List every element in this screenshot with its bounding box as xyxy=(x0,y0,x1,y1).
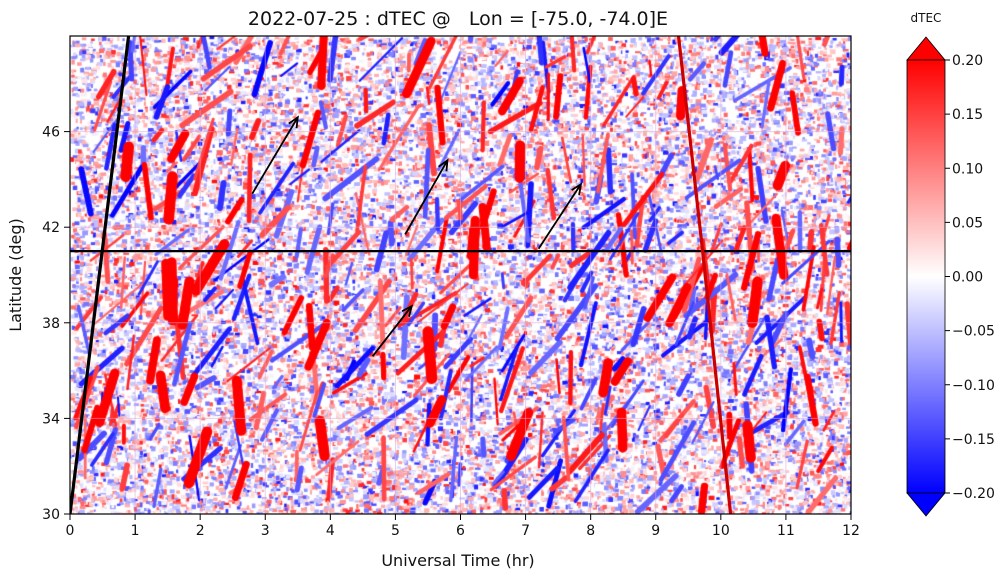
colorbar-label: dTEC xyxy=(911,11,942,25)
colorbar-ticks: −0.20 −0.15 −0.10 −0.05 0.00 0.05 0.10 0.15 0.20 xyxy=(945,53,995,502)
terminator-line-1 xyxy=(70,36,131,514)
y-tick-label: 30 xyxy=(42,507,60,523)
colorbar-tick-label: 0.10 xyxy=(952,161,983,177)
x-tick-label: 3 xyxy=(261,523,270,539)
terminator-line-2 xyxy=(676,36,733,514)
colorbar-extend-low xyxy=(906,492,946,517)
y-axis-label: Latitude (deg) xyxy=(6,218,25,332)
annotation-arrow-4 xyxy=(371,304,414,357)
x-tick-label: 11 xyxy=(777,523,795,539)
x-tick-label: 1 xyxy=(131,523,140,539)
colorbar-tick-label: 0.20 xyxy=(952,53,983,69)
colorbar: dTEC −0.20 −0.15 −0.10 −0.05 0.00 0.05 0.10 0.1… xyxy=(906,11,995,517)
colorbar-tick-label: 0.00 xyxy=(952,270,983,286)
annotation-arrow-3 xyxy=(537,182,583,250)
arrow-shaft xyxy=(537,183,582,250)
annotation-arrow-2 xyxy=(404,158,449,235)
x-tick-label: 5 xyxy=(391,523,400,539)
annotation-arrow-1 xyxy=(251,115,299,195)
y-tick-label: 38 xyxy=(42,316,60,332)
colorbar-tick-label: −0.15 xyxy=(952,432,995,448)
colorbar-tick-label: 0.05 xyxy=(952,215,983,231)
x-tick-label: 0 xyxy=(66,523,75,539)
arrow-head xyxy=(571,182,583,196)
arrow-head xyxy=(288,115,299,129)
x-axis: 0 1 2 3 4 5 6 7 8 9 10 11 12 xyxy=(66,514,860,539)
x-tick-label: 8 xyxy=(586,523,595,539)
colorbar-tick-label: 0.15 xyxy=(952,107,983,123)
colorbar-tick-label: −0.10 xyxy=(952,378,995,394)
arrow-head xyxy=(438,158,449,172)
x-tick-label: 4 xyxy=(326,523,335,539)
x-tick-label: 12 xyxy=(842,523,860,539)
x-axis-label: Universal Time (hr) xyxy=(381,551,534,570)
arrow-head xyxy=(401,304,414,317)
x-tick-label: 7 xyxy=(521,523,530,539)
arrow-shaft xyxy=(404,159,449,235)
grid-layer xyxy=(70,36,851,514)
chart-title: 2022-07-25 : dTEC @ Lon = [-75.0, -74.0]… xyxy=(248,8,668,30)
plot-area xyxy=(69,35,852,515)
y-tick-label: 46 xyxy=(42,125,60,141)
x-tick-label: 2 xyxy=(196,523,205,539)
colorbar-tick-label: −0.05 xyxy=(952,324,995,340)
x-tick-label: 6 xyxy=(456,523,465,539)
arrow-shaft xyxy=(251,116,299,195)
colorbar-extend-high xyxy=(906,36,946,61)
y-axis: 30 34 38 42 46 xyxy=(42,125,70,523)
y-tick-label: 34 xyxy=(42,411,60,427)
y-tick-label: 42 xyxy=(42,220,60,236)
overlay-layer xyxy=(70,36,851,514)
arrow-shaft xyxy=(371,305,413,357)
x-tick-label: 10 xyxy=(712,523,730,539)
colorbar-tick-label: −0.20 xyxy=(952,486,995,502)
colorbar-gradient xyxy=(906,59,946,494)
x-tick-label: 9 xyxy=(651,523,660,539)
